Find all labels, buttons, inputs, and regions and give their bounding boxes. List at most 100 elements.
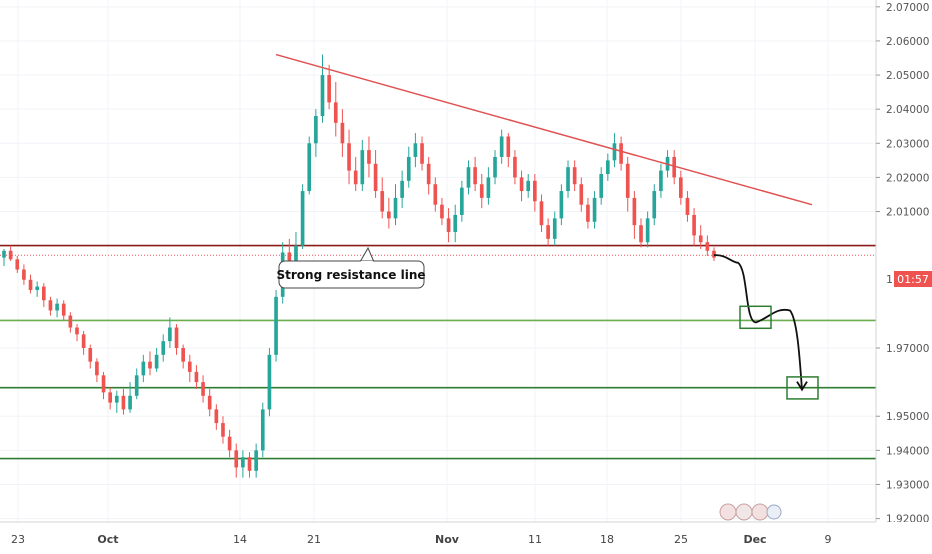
candle-body	[15, 259, 20, 270]
candle-body	[22, 269, 26, 280]
candle-body	[274, 296, 278, 355]
candle-body	[672, 156, 677, 178]
candle-body	[387, 211, 391, 219]
candle-body	[61, 303, 66, 316]
candle-body	[234, 450, 239, 468]
candle-body	[187, 361, 192, 372]
countdown-label: 01:57	[897, 273, 929, 286]
y-tick-label: 2.05000	[886, 70, 929, 82]
candle-body	[360, 150, 365, 185]
candle-body	[320, 75, 325, 116]
candle-body	[559, 191, 564, 219]
candle-body	[606, 160, 610, 174]
candle-body	[473, 167, 477, 185]
candle-body	[692, 214, 696, 236]
candle-body	[486, 177, 491, 198]
candle-body	[221, 423, 225, 437]
chart-grid	[0, 0, 876, 522]
candle-body	[114, 395, 119, 403]
candle-body	[2, 250, 6, 258]
candle-body	[533, 180, 537, 202]
descending-trendline	[275, 53, 813, 206]
event-icon[interactable]	[719, 503, 737, 521]
x-tick-label: 18	[600, 533, 614, 546]
candle-body	[161, 341, 166, 355]
candle-body	[420, 143, 424, 164]
candle-body	[214, 409, 219, 424]
annotation-callout[interactable]: Strong resistance line	[276, 246, 426, 289]
candle-body	[466, 167, 471, 188]
events-strip[interactable]	[719, 503, 782, 521]
candle-body	[400, 180, 404, 198]
candle-body	[227, 436, 232, 451]
candle-body	[705, 242, 710, 251]
y-tick-label: 1.97000	[886, 343, 929, 355]
candle-body	[586, 204, 590, 222]
y-tick-label: 2.04000	[886, 104, 929, 116]
candle-body	[340, 122, 345, 144]
candle-body	[712, 250, 716, 258]
candle-body	[625, 163, 630, 198]
candle-body	[453, 214, 458, 232]
candle-body	[333, 102, 338, 123]
candle-body	[194, 371, 199, 383]
target-box	[786, 376, 819, 400]
projection-path	[713, 254, 803, 390]
y-tick-label: 2.01000	[886, 207, 929, 219]
x-tick-label: Dec	[743, 533, 766, 546]
candle-body	[35, 286, 40, 290]
candle-body	[612, 143, 617, 161]
candle-body	[519, 177, 524, 192]
y-tick-partial: 1	[886, 273, 893, 286]
candle-body	[406, 156, 411, 181]
candle-body	[181, 348, 185, 362]
candle-body	[380, 191, 385, 212]
candle-body	[247, 457, 252, 471]
candle-body	[546, 225, 550, 239]
x-tick-label: 14	[233, 533, 247, 546]
candle-body	[260, 409, 265, 451]
candle-body	[95, 361, 99, 376]
candle-body	[55, 303, 59, 311]
candle-body	[433, 184, 438, 205]
candle-body	[572, 167, 577, 185]
candle-body	[128, 395, 132, 410]
x-tick-label: Oct	[97, 533, 118, 546]
candle-body	[639, 225, 643, 243]
candle-body	[48, 300, 53, 311]
candle-body	[552, 218, 557, 239]
x-tick-label: 21	[307, 533, 321, 546]
candle-body	[460, 187, 464, 215]
candle-body	[68, 315, 73, 328]
projection-layer	[713, 254, 819, 400]
candle-body	[148, 361, 152, 369]
candle-body	[599, 174, 604, 198]
event-icon[interactable]	[751, 503, 769, 521]
y-tick-label: 1.93000	[886, 479, 929, 491]
y-tick-label: 1.94000	[886, 445, 929, 457]
candle-body	[267, 354, 272, 410]
y-axis[interactable]: 2.07000 2.06000 2.05000 2.04000 2.03000 2.020…	[875, 0, 932, 526]
candle-body	[307, 143, 312, 192]
candle-body	[353, 170, 358, 185]
candle-body	[499, 136, 504, 157]
candle-body	[28, 279, 33, 290]
candle-body	[526, 180, 531, 192]
candle-body	[141, 361, 146, 376]
flag-icon[interactable]	[766, 504, 782, 520]
candle-body	[698, 235, 703, 243]
event-icon[interactable]	[735, 503, 753, 521]
x-axis[interactable]: 23 Oct 14 21 Nov 11 18 25 Dec 9	[0, 521, 932, 550]
candle-body	[619, 143, 623, 164]
candle-body	[8, 250, 13, 260]
x-tick-label: 25	[674, 533, 688, 546]
candle-body	[479, 184, 484, 198]
candle-body	[579, 184, 584, 205]
candle-body	[446, 218, 451, 232]
annotation-pointer	[359, 246, 375, 263]
candle-body	[168, 327, 172, 342]
candle-body	[373, 163, 378, 192]
candle-body	[592, 197, 597, 222]
annotation-box	[278, 260, 425, 289]
